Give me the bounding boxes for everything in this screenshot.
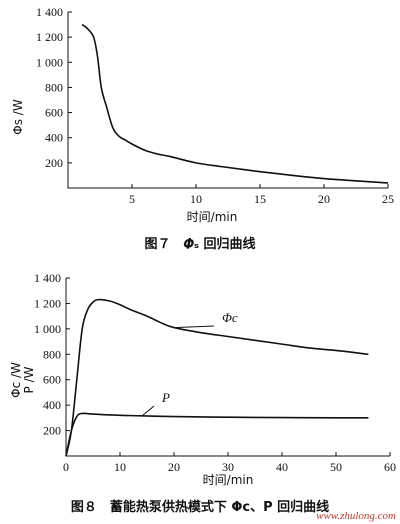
x-tick-label: 60 [384, 460, 396, 474]
y-tick-label: 1 400 [34, 271, 61, 285]
y-tick-label: 200 [43, 424, 61, 438]
x-tick-label: 20 [168, 460, 180, 474]
chart-1-axes [67, 12, 388, 189]
chart-1: 5 10 15 20 25 200 400 600 800 1 000 1 200 1 400 时间… [11, 5, 394, 252]
x-tick-label: 0 [63, 460, 69, 474]
y-tick-label: 800 [45, 80, 63, 94]
chart-2-y-ticks: 200 400 600 800 1 000 1 200 1 400 [34, 271, 70, 438]
series-label-leader [141, 405, 155, 417]
y-tick-label: 1 400 [36, 5, 63, 19]
y-tick-label: 800 [43, 347, 61, 361]
series-label: P [161, 390, 170, 405]
chart-2-series: Φc P [65, 298, 369, 457]
x-tick-label: 15 [254, 192, 266, 206]
chart-1-x-ticks: 5 10 15 20 25 [129, 184, 394, 206]
y-tick-label: 1 000 [36, 55, 63, 69]
x-tick-label: 50 [330, 460, 342, 474]
chart-2-y-axis-label-line-2: P /W [22, 366, 36, 393]
chart-1-series [81, 23, 389, 184]
x-tick-label: 5 [129, 192, 135, 206]
y-tick-label: 1 200 [34, 296, 61, 310]
chart-1-y-ticks: 200 400 600 800 1 000 1 200 1 400 [36, 5, 72, 170]
y-tick-label: 1 000 [34, 322, 61, 336]
y-tick-label: 1 200 [36, 30, 63, 44]
chart-2: 0 10 20 30 40 50 60 200 400 600 800 1 000 1 200 1 40… [9, 271, 396, 515]
x-tick-label: 10 [114, 460, 126, 474]
chart-2-y-axis-label-line-1: Φc /W [9, 362, 23, 398]
chart-2-axes [65, 278, 390, 457]
x-tick-label: 40 [276, 460, 288, 474]
x-tick-label: 10 [190, 192, 202, 206]
chart-2-y-axis-label: Φc /W P /W [9, 362, 36, 398]
y-tick-label: 600 [43, 373, 61, 387]
chart-2-caption: 图８ 蓄能热泵供热模式下 Φc、P 回归曲线 [71, 499, 329, 515]
series-label-leader [173, 325, 215, 329]
x-tick-label: 20 [318, 192, 330, 206]
y-tick-label: 600 [45, 106, 63, 120]
series-line-p [65, 412, 369, 457]
chart-1-caption: 图７ 𝜱ₛ 回归曲线 [144, 236, 255, 252]
chart-2-x-ticks: 0 10 20 30 40 50 60 [63, 452, 396, 474]
series-line-φc [65, 298, 369, 457]
x-tick-label: 25 [382, 192, 394, 206]
series-line-1 [81, 23, 389, 184]
chart-1-y-axis-label: Φs /W [11, 99, 25, 135]
y-tick-label: 400 [45, 131, 63, 145]
chart-1-x-axis-label: 时间/min [187, 210, 238, 224]
series-label: Φc [222, 310, 238, 325]
y-tick-label: 400 [43, 398, 61, 412]
watermark: www.zhulong.com [316, 510, 396, 522]
y-tick-label: 200 [45, 156, 63, 170]
x-tick-label: 30 [222, 460, 234, 474]
chart-2-x-axis-label: 时间/min [203, 473, 254, 487]
